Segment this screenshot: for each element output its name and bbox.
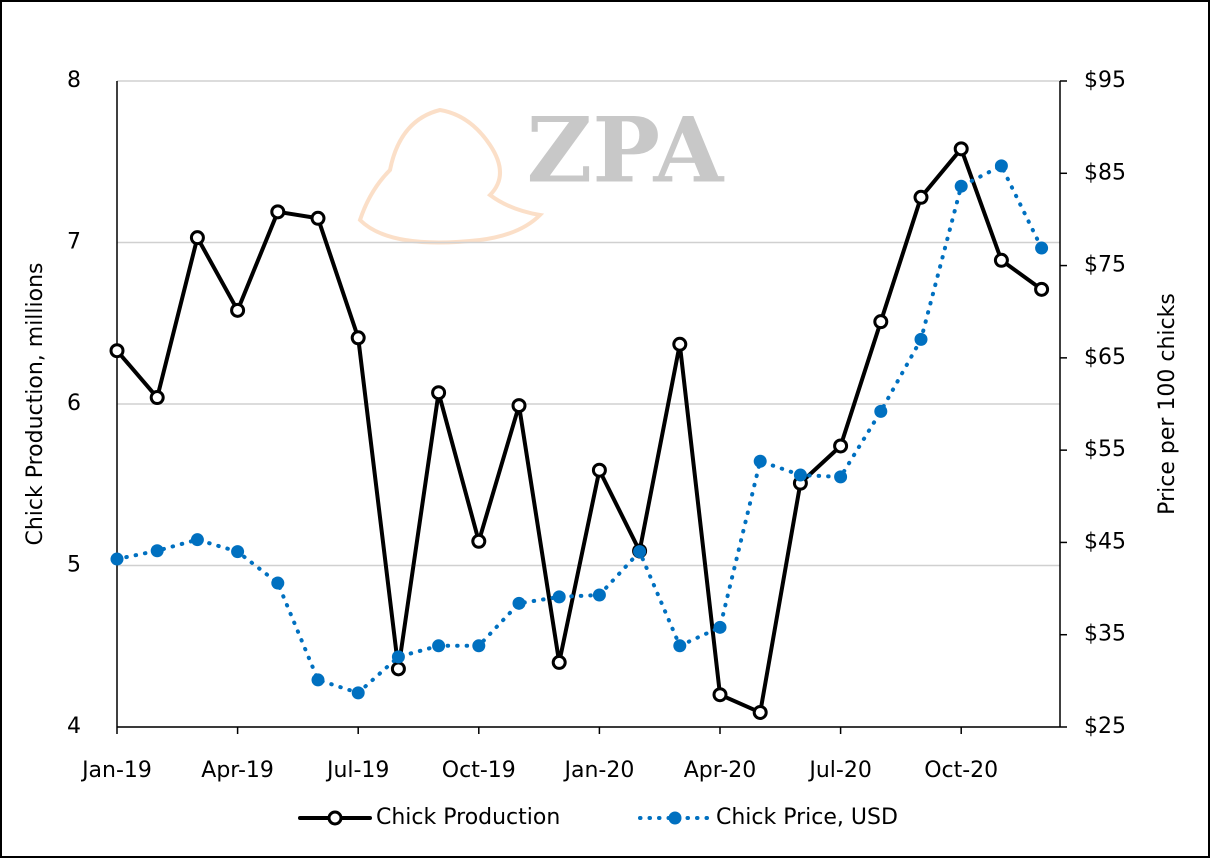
x-tick-label: Jul-19 bbox=[325, 758, 389, 783]
point bbox=[874, 404, 888, 418]
point bbox=[833, 438, 849, 454]
legend-label: Chick Production bbox=[376, 805, 560, 830]
y-tick-label: 5 bbox=[67, 553, 81, 578]
point bbox=[954, 179, 968, 193]
y2-tick-label: $95 bbox=[1084, 68, 1126, 93]
point bbox=[231, 545, 245, 559]
point bbox=[310, 210, 326, 226]
point bbox=[1035, 241, 1049, 255]
point bbox=[472, 639, 486, 653]
legend-marker bbox=[668, 811, 682, 825]
point bbox=[913, 189, 929, 205]
point bbox=[190, 533, 204, 547]
legend-marker bbox=[327, 810, 343, 826]
point bbox=[311, 673, 325, 687]
point bbox=[633, 545, 647, 559]
point bbox=[993, 252, 1009, 268]
point bbox=[914, 332, 928, 346]
point bbox=[673, 639, 687, 653]
watermark-logo bbox=[357, 107, 545, 245]
x-tick-label: Oct-20 bbox=[924, 758, 998, 783]
point bbox=[752, 704, 768, 720]
point bbox=[350, 330, 366, 346]
point bbox=[552, 590, 566, 604]
point bbox=[189, 230, 205, 246]
point bbox=[793, 468, 807, 482]
point bbox=[471, 533, 487, 549]
point bbox=[512, 596, 526, 610]
point bbox=[230, 302, 246, 318]
point bbox=[873, 314, 889, 330]
point bbox=[551, 654, 567, 670]
series-line bbox=[115, 163, 1044, 695]
point bbox=[712, 687, 728, 703]
point bbox=[271, 576, 285, 590]
x-tick-label: Oct-19 bbox=[442, 758, 516, 783]
y2-tick-label: $35 bbox=[1084, 622, 1126, 647]
point bbox=[149, 390, 165, 406]
point bbox=[110, 552, 124, 566]
y-axis-label: Chick Production, millions bbox=[23, 262, 48, 545]
point bbox=[753, 454, 767, 468]
y2-tick-label: $55 bbox=[1084, 437, 1126, 462]
x-tick-label: Apr-19 bbox=[201, 758, 274, 783]
point bbox=[432, 639, 446, 653]
point bbox=[150, 544, 164, 558]
point bbox=[511, 398, 527, 414]
point bbox=[953, 141, 969, 157]
x-tick-label: Jan-19 bbox=[80, 758, 152, 783]
y2-axis-label: Price per 100 chicks bbox=[1155, 293, 1180, 515]
y2-tick-label: $65 bbox=[1084, 345, 1126, 370]
y-tick-label: 4 bbox=[67, 714, 81, 739]
y2-tick-label: $25 bbox=[1084, 714, 1126, 739]
legend-label: Chick Price, USD bbox=[716, 805, 898, 830]
point bbox=[109, 343, 125, 359]
point bbox=[713, 620, 727, 634]
point bbox=[351, 686, 365, 700]
point bbox=[391, 650, 405, 664]
point bbox=[270, 204, 286, 220]
point bbox=[431, 385, 447, 401]
y-tick-label: 7 bbox=[67, 230, 81, 255]
series-line bbox=[115, 146, 1044, 715]
point bbox=[592, 588, 606, 602]
watermark: ZPA bbox=[527, 98, 725, 204]
y2-tick-label: $75 bbox=[1084, 253, 1126, 278]
point bbox=[994, 159, 1008, 173]
point bbox=[390, 661, 406, 677]
y2-tick-label: $45 bbox=[1084, 529, 1126, 554]
y2-tick-label: $85 bbox=[1084, 160, 1126, 185]
point bbox=[591, 462, 607, 478]
x-tick-label: Jan-20 bbox=[562, 758, 634, 783]
point bbox=[834, 470, 848, 484]
y-tick-label: 8 bbox=[67, 68, 81, 93]
x-tick-label: Jul-20 bbox=[807, 758, 871, 783]
point bbox=[672, 336, 688, 352]
point bbox=[1034, 281, 1050, 297]
y-tick-label: 6 bbox=[67, 391, 81, 416]
x-tick-label: Apr-20 bbox=[684, 758, 757, 783]
